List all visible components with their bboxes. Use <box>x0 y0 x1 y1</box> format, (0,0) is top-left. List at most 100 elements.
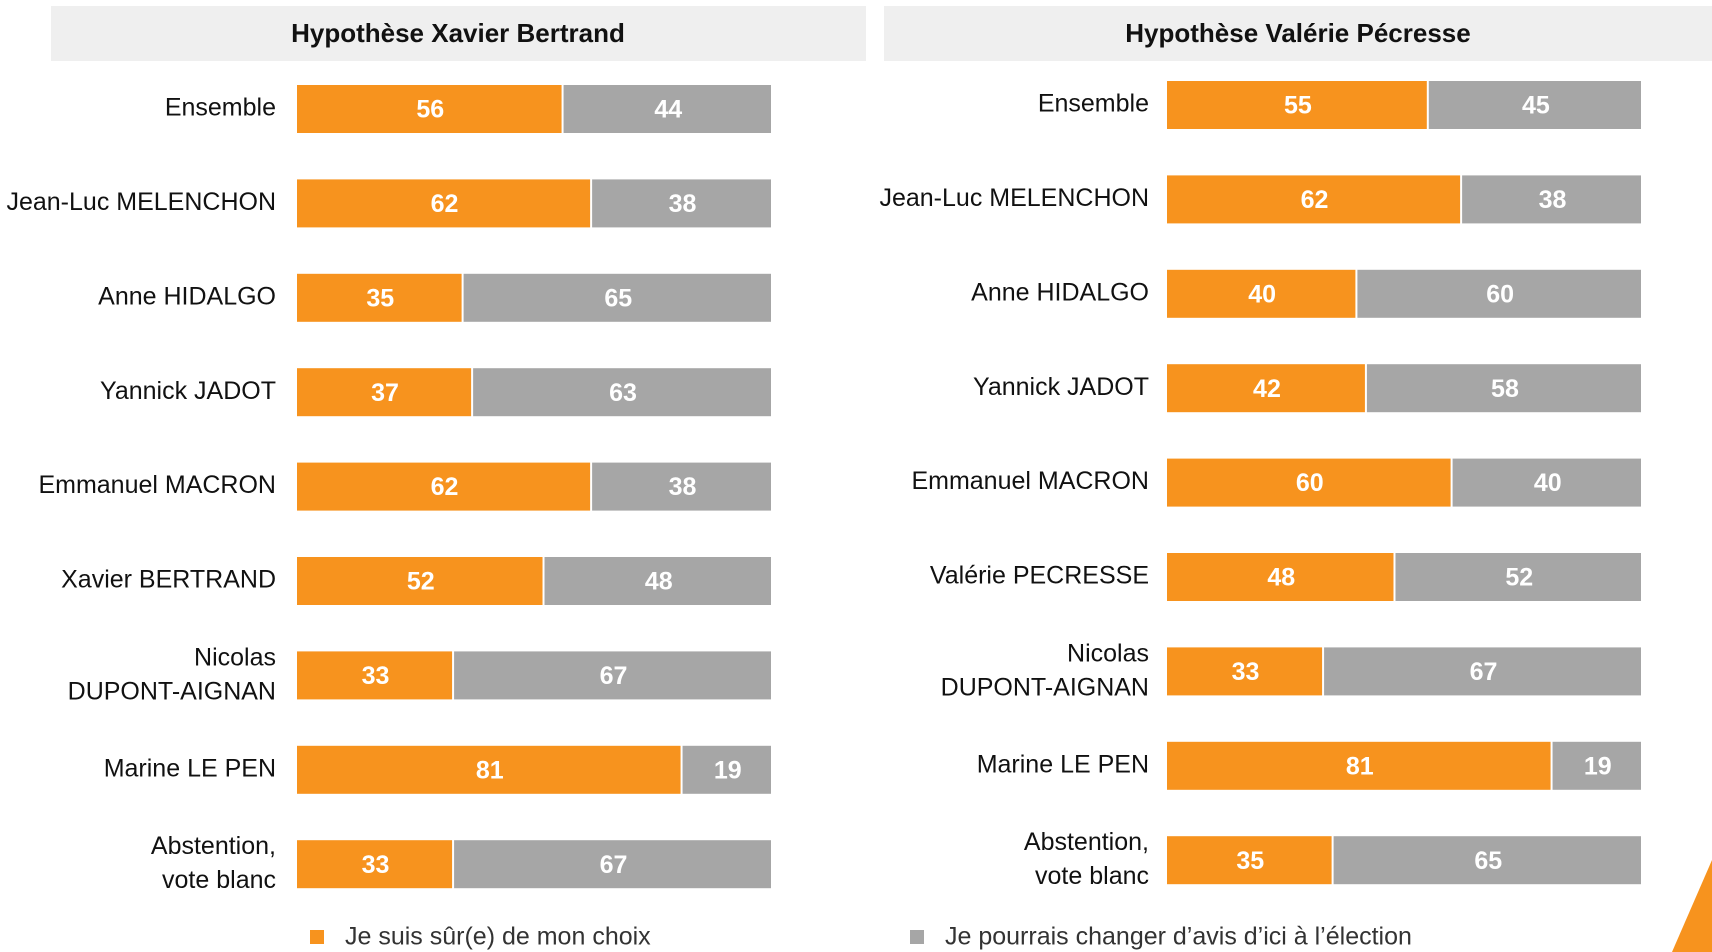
bar-segment <box>592 179 771 228</box>
data-label: 62 <box>431 190 459 218</box>
bar-segment <box>1167 81 1427 129</box>
bar-segment <box>1167 647 1323 696</box>
data-label: 81 <box>1346 752 1374 780</box>
bar-segment <box>1167 458 1451 507</box>
data-label: 52 <box>1505 564 1533 592</box>
bar-segment <box>297 368 472 417</box>
panel-header <box>51 6 866 61</box>
data-label: 48 <box>1267 564 1295 592</box>
data-label: 40 <box>1248 280 1276 308</box>
bar-segment <box>297 745 681 794</box>
decoration <box>1672 860 1712 952</box>
data-label: 38 <box>669 473 697 501</box>
bar-segment <box>563 85 771 133</box>
data-label: 65 <box>604 284 632 312</box>
data-label: 42 <box>1253 375 1281 403</box>
data-label: 62 <box>431 473 459 501</box>
legend-swatch <box>310 930 324 944</box>
bar-segment <box>544 557 771 605</box>
data-label: 38 <box>1539 186 1567 214</box>
data-label: 19 <box>714 756 742 784</box>
category-label: Yannick JADOT <box>100 377 276 405</box>
data-label: 44 <box>654 96 682 124</box>
data-label: 81 <box>476 756 504 784</box>
data-label: 40 <box>1534 469 1562 497</box>
legend-label: Je suis sûr(e) de mon choix <box>345 923 651 951</box>
data-label: 63 <box>609 379 637 407</box>
bar-segment <box>297 462 591 511</box>
data-label: 19 <box>1584 752 1612 780</box>
data-label: 35 <box>366 284 394 312</box>
category-label: Valérie PECRESSE <box>930 562 1149 590</box>
data-label: 45 <box>1522 92 1550 120</box>
bar-segment <box>1167 553 1394 601</box>
bar-segment <box>297 557 543 605</box>
category-label: Anne HIDALGO <box>98 282 276 310</box>
data-label: 55 <box>1284 92 1312 120</box>
bar-segment <box>1167 364 1365 413</box>
bar-segment <box>1333 836 1641 885</box>
category-label: Abstention, vote blanc <box>1024 828 1149 890</box>
chart-title: Hypothèse Xavier Bertrand <box>291 18 625 48</box>
data-label: 58 <box>1491 375 1519 403</box>
bar-segment <box>297 273 462 322</box>
category-label: Anne HIDALGO <box>971 278 1149 306</box>
category-label: Marine LE PEN <box>977 750 1149 778</box>
bar-segment <box>297 179 591 228</box>
legend-label: Je pourrais changer d’avis d’ici à l’éle… <box>945 923 1412 951</box>
bar-segment <box>682 745 771 794</box>
legend-swatch <box>910 930 924 944</box>
bar-segment <box>1324 647 1641 696</box>
chart-title: Hypothèse Valérie Pécresse <box>1125 18 1470 48</box>
bar-segment <box>1357 269 1641 318</box>
bar-segment <box>1395 553 1641 601</box>
data-label: 56 <box>416 96 444 124</box>
data-label: 33 <box>1232 658 1260 686</box>
bar-segment <box>1552 741 1641 790</box>
bar-segment <box>1167 836 1332 885</box>
data-label: 67 <box>1470 658 1498 686</box>
bar-segment <box>1366 364 1641 413</box>
bar-segment <box>454 651 771 700</box>
data-label: 33 <box>362 662 390 690</box>
bar-segment <box>297 651 453 700</box>
category-label: Nicolas DUPONT-AIGNAN <box>68 643 276 705</box>
bar-segment <box>473 368 771 417</box>
data-label: 67 <box>600 662 628 690</box>
bar-segment <box>297 840 453 889</box>
bar-segment <box>297 85 562 133</box>
data-label: 48 <box>645 568 673 596</box>
category-label: Emmanuel MACRON <box>38 471 276 499</box>
data-label: 65 <box>1474 847 1502 875</box>
data-label: 60 <box>1486 280 1514 308</box>
bar-segment <box>1462 175 1641 224</box>
data-label: 37 <box>371 379 399 407</box>
category-label: Ensemble <box>165 94 276 122</box>
data-label: 33 <box>362 851 390 879</box>
data-label: 52 <box>407 568 435 596</box>
category-label: Yannick JADOT <box>973 373 1149 401</box>
bar-segment <box>1167 175 1461 224</box>
category-label: Marine LE PEN <box>104 754 276 782</box>
data-label: 62 <box>1301 186 1329 214</box>
panel-header <box>884 6 1712 61</box>
data-label: 60 <box>1296 469 1324 497</box>
category-label: Abstention, vote blanc <box>151 832 276 894</box>
bar-segment <box>592 462 771 511</box>
bar-segment <box>1167 741 1551 790</box>
category-label: Ensemble <box>1038 90 1149 118</box>
category-label: Xavier BERTRAND <box>61 566 276 594</box>
data-label: 38 <box>669 190 697 218</box>
bar-segment <box>1167 269 1356 318</box>
category-label: Nicolas DUPONT-AIGNAN <box>941 639 1149 701</box>
category-label: Jean-Luc MELENCHON <box>6 188 276 216</box>
bar-segment <box>1428 81 1641 129</box>
bar-segment <box>454 840 771 889</box>
data-label: 35 <box>1236 847 1264 875</box>
bar-segment <box>463 273 771 322</box>
data-label: 67 <box>600 851 628 879</box>
category-label: Emmanuel MACRON <box>911 467 1149 495</box>
category-label: Jean-Luc MELENCHON <box>879 184 1149 212</box>
bar-segment <box>1452 458 1641 507</box>
